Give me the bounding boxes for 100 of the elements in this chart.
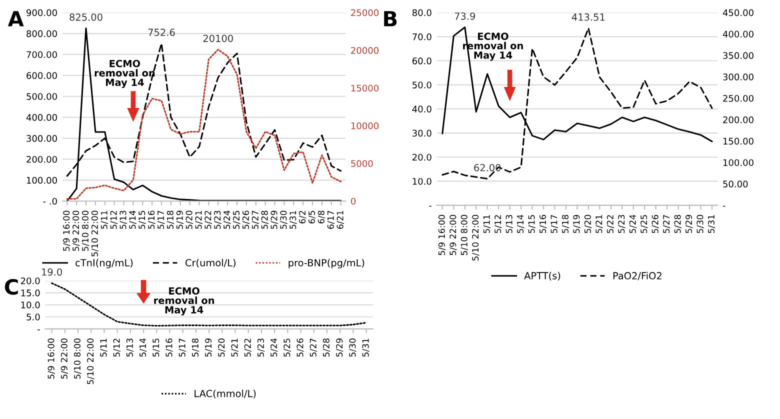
x-tick-label: 5/28 [261,210,268,229]
x-tick-label: 5/22 [244,338,252,357]
y-tick-label: 400.00 [26,114,57,121]
data-label: 752.6 [148,28,175,36]
y2-tick-label: 10000 [351,122,379,130]
x-tick-label: 5/9 16:00 [48,338,55,379]
y2-tick-label: 400.00 [722,30,754,38]
legend-label: pro-BNP(pg/mL) [288,258,364,268]
x-tick-label: 5/24 [270,338,278,357]
x-tick-label: 6/21 [336,210,344,229]
x-tick-label: 5/15 [152,338,160,357]
x-tick-label: 5/27 [252,210,260,229]
y2-tick-label: 450.00 [722,9,754,16]
x-tick-label: 5/17 [158,210,165,229]
y-tick-label: 20.0 [20,277,40,284]
y-tick-label: 900.00 [26,9,57,16]
y-tick-label: - .0 [43,198,57,205]
x-tick-label: 5/9 16:00 [63,210,70,251]
y2-tick-label: 350.00 [723,52,754,59]
x-tick-label: 5/9 16:00 [438,214,446,256]
y-tick-label: 500.00 [26,93,57,100]
legend-label: LAC(mmol/L) [194,390,256,398]
x-tick-label: 5/25 [640,215,648,234]
data-label: 19.0 [42,268,62,276]
y2-tick-label: 25000 [351,9,379,16]
x-tick-label: 5/19 [205,338,212,357]
x-tick-label: 5/10 8:00 [74,338,82,379]
x-tick-label: 5/11 [100,338,108,357]
y2-tick-label: 0 [350,198,356,205]
x-tick-label: 5/21 [195,210,202,229]
legend-label: Cr(umol/L) [186,258,236,268]
x-tick-label: 5/20 [584,214,592,234]
annotation: ECMO removal on May 14 [94,60,155,88]
x-tick-label: 5/9 22:00 [72,210,80,251]
legend-label: APTT(s) [524,272,560,281]
x-tick-label: 5/17 [550,215,558,234]
x-tick-label: 5/21 [596,215,603,234]
y2-tick-label: 150.00 [723,138,754,145]
y-tick-label: 300.00 [26,135,57,142]
y-tick-label: 700.00 [26,51,57,58]
x-tick-label: 5/30 [696,214,704,234]
y2-tick-label: 100.00 [723,159,754,166]
x-tick-label: 5/24 [629,214,637,234]
x-tick-label: 5/27 [663,215,670,234]
x-tick-label: 5/23 [257,338,265,357]
x-tick-label: 5/19 [573,214,580,234]
x-tick-label: 5/15 [138,210,146,229]
x-tick-label: 6/8 [318,210,326,224]
x-tick-label: 5/29 [336,338,344,357]
legend-label: PaO2/FiO2 [613,272,662,280]
y-tick-label: 600.00 [26,72,57,79]
x-tick-label: 5/29 [270,210,278,229]
x-tick-label: 5/20 [186,210,193,229]
y-tick-label: 60.0 [412,57,432,64]
x-tick-label: 5/13 [506,215,513,234]
x-tick-label: 5/10 22:00 [87,338,94,384]
x-tick-label: 5/12 [494,215,502,234]
x-tick-label: 5/21 [231,338,238,357]
x-tick-label: 5/11 [483,215,491,234]
x-tick-label: 5/16 [148,210,156,229]
legend-label: cTnI(ng/mL) [76,258,133,268]
y-tick-label: 10.0 [412,178,432,185]
y2-tick-label: 5000 [351,160,373,167]
x-tick-label: 5/16 [166,338,173,357]
x-tick-label: 5/9 22:00 [450,214,457,256]
x-tick-label: 5/26 [652,214,659,234]
data-label: 73.9 [454,12,476,20]
x-tick-label: 5/10 8:00 [82,210,90,251]
data-label: 825.00 [70,13,102,21]
x-tick-label: 6/17 [327,210,335,229]
x-tick-label: 5/31 [362,338,370,357]
y2-tick-label: - [722,206,726,207]
data-label: 413.51 [572,13,605,21]
y2-tick-label: 250.00 [723,94,754,102]
y2-tick-label: 50.00 [723,180,748,188]
x-tick-label: 5/28 [322,338,330,357]
y-tick-label: 70.0 [412,33,432,40]
x-tick-label: 5/19 [176,210,184,229]
x-tick-label: 5/24 [224,210,231,229]
x-tick-label: 5/25 [284,338,291,357]
line-series [442,27,713,180]
x-tick-label: 5/14 [140,338,147,357]
y-tick-label: 30.0 [412,130,432,137]
y-tick-label: 200.00 [26,156,57,163]
x-tick-label: 5/30 [280,210,288,229]
x-tick-label: 5/17 [178,338,186,357]
y-tick-label: 10.0 [21,302,40,308]
x-tick-label: 5/28 [674,214,682,234]
y-tick-label: 20.0 [412,154,432,161]
x-tick-label: 5/31 [290,210,297,229]
x-tick-label: 5/13 [120,210,127,229]
y-tick-label: 800.00 [26,30,57,38]
y-tick-label: - [429,206,432,207]
y2-tick-label: 15000 [351,84,379,92]
y-tick-label: 15.0 [21,290,40,296]
x-tick-label: 5/18 [192,338,200,357]
x-tick-label: 5/23 [618,215,626,234]
x-tick-label: 5/9 22:00 [60,338,68,379]
annotation: ECMO removal on May 14 [154,287,214,316]
y2-tick-label: 300.00 [723,74,754,80]
